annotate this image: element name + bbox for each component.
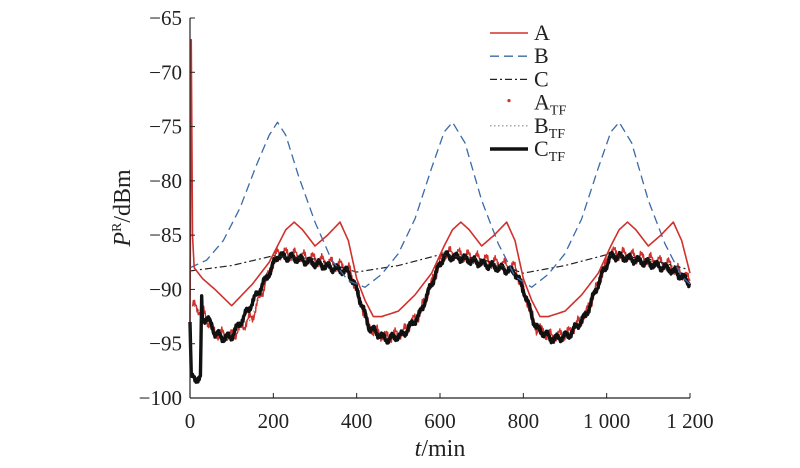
legend-label-b-tf: BTF — [534, 113, 565, 142]
x-tick-label: 800 — [508, 409, 540, 433]
legend-label-b: B — [534, 43, 549, 68]
x-tick-label: 600 — [424, 409, 456, 433]
y-tick-label: −75 — [149, 115, 182, 139]
legend-swatch-a-tf — [507, 99, 511, 103]
x-tick-label: 0 — [185, 409, 196, 433]
series-line-a — [189, 38, 691, 323]
y-tick-label: −95 — [149, 332, 182, 356]
y-axis-title-symbol: P — [110, 232, 136, 248]
y-axis-title-unit: /dBm — [110, 169, 136, 223]
x-axis-title: t/min — [415, 436, 466, 462]
y-tick-label: −65 — [149, 6, 182, 30]
x-tick-label: 1 200 — [666, 409, 713, 433]
plot-lines — [188, 38, 692, 384]
x-tick-label: 200 — [258, 409, 290, 433]
x-axis-title-unit: /min — [421, 436, 465, 462]
x-tick-label: 1 000 — [583, 409, 630, 433]
legend-label-a-tf: ATF — [534, 90, 566, 119]
series-line-b — [189, 121, 691, 288]
series-line-c-tf — [188, 250, 692, 384]
y-tick-label: −100 — [139, 386, 182, 410]
legend-label-a: A — [534, 20, 550, 45]
y-axis-title: PR/dBm — [110, 169, 136, 248]
legend-label-c-tf: CTF — [534, 136, 565, 165]
y-axis-title-superscript: R — [110, 222, 125, 232]
y-tick-label: −70 — [149, 60, 182, 84]
x-axis-title-symbol: t — [415, 436, 423, 462]
y-tick-label: −85 — [149, 223, 182, 247]
y-tick-label: −90 — [149, 277, 182, 301]
axes — [189, 18, 690, 399]
legend-label-c: C — [534, 66, 549, 91]
y-tick-label: −80 — [149, 169, 182, 193]
x-tick-label: 400 — [341, 409, 373, 433]
